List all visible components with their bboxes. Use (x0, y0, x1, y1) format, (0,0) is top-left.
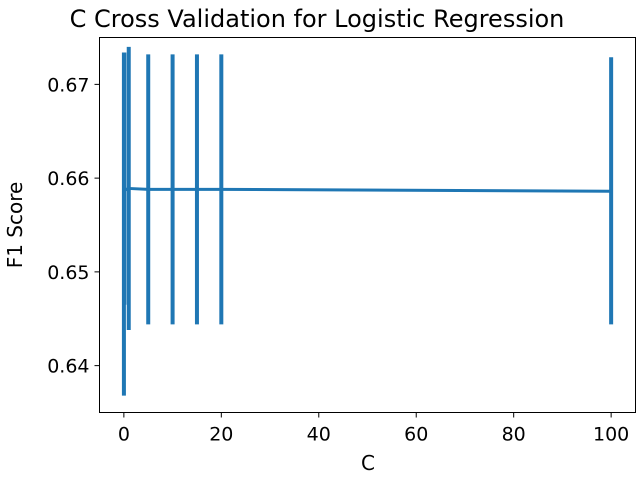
x-axis: 0 20 40 60 80 100 (118, 412, 629, 446)
axes-frame (99, 37, 636, 413)
y-tick-label: 0.67 (47, 74, 89, 96)
x-tick-label: 40 (307, 424, 331, 446)
x-axis-label: C (361, 451, 375, 475)
series-line (122, 186, 612, 225)
y-tick-label: 0.64 (47, 356, 89, 378)
x-tick-label: 100 (593, 424, 629, 446)
x-tick-label: 0 (118, 424, 130, 446)
y-axis-label: F1 Score (3, 182, 27, 269)
x-tick-label: 80 (502, 424, 526, 446)
chart-title: C Cross Validation for Logistic Regressi… (70, 5, 565, 33)
plot-area (121, 46, 614, 396)
y-tick-label: 0.66 (47, 168, 89, 190)
y-tick-label: 0.65 (47, 262, 89, 284)
y-axis: 0.64 0.65 0.66 0.67 (47, 74, 100, 378)
x-tick-label: 20 (209, 424, 233, 446)
x-tick-label: 60 (404, 424, 428, 446)
